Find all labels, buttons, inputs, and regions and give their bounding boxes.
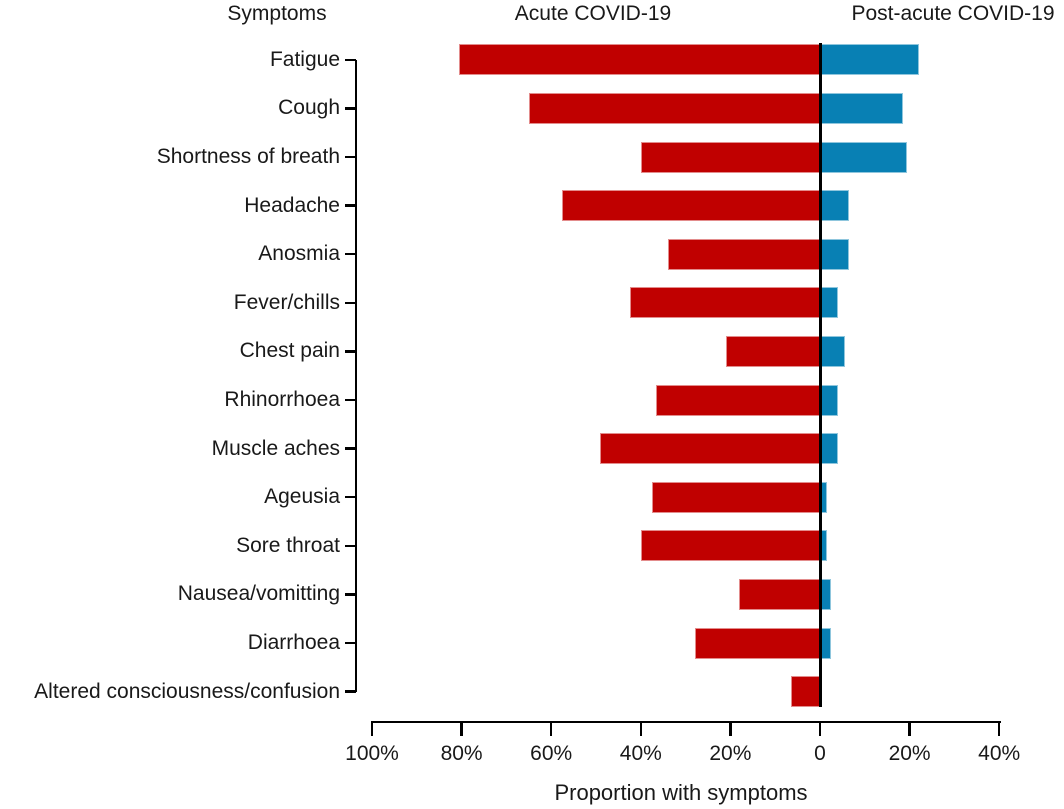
category-label: Chest pain bbox=[239, 339, 340, 363]
x-axis-tick bbox=[908, 720, 911, 736]
category-label: Ageusia bbox=[264, 485, 340, 509]
category-label: Fatigue bbox=[269, 47, 340, 71]
category-tick bbox=[345, 252, 356, 256]
category-tick bbox=[345, 593, 356, 596]
zero-line bbox=[818, 43, 822, 707]
bar-acute bbox=[790, 676, 820, 708]
bar-acute bbox=[459, 44, 820, 76]
bar-acute bbox=[739, 578, 820, 610]
category-label: Muscle aches bbox=[211, 436, 340, 460]
x-axis-tick bbox=[549, 720, 553, 736]
bar-acute bbox=[652, 481, 820, 513]
category-label: Nausea/vomitting bbox=[177, 582, 340, 606]
category-label: Shortness of breath bbox=[156, 145, 340, 168]
bar-post-acute bbox=[820, 627, 832, 659]
x-axis-tick bbox=[997, 720, 1001, 736]
x-axis-tick bbox=[460, 720, 463, 736]
bar-acute bbox=[725, 335, 820, 367]
bar-acute bbox=[656, 384, 820, 416]
bar-post-acute bbox=[820, 44, 919, 76]
x-axis-tick-label: 80% bbox=[440, 742, 483, 765]
category-tick bbox=[345, 495, 356, 499]
column-header-symptoms: Symptoms bbox=[227, 2, 327, 25]
category-tick bbox=[345, 350, 356, 353]
category-tick bbox=[345, 641, 356, 645]
bar-acute bbox=[667, 238, 820, 270]
category-label: Sore throat bbox=[236, 533, 340, 557]
x-axis-tick-label: 40% bbox=[978, 742, 1021, 765]
x-axis-tick-label: 0 bbox=[814, 742, 826, 765]
category-label: Altered consciousness/confusion bbox=[34, 679, 340, 703]
bar-acute bbox=[694, 627, 820, 659]
bar-acute bbox=[528, 92, 820, 124]
bar-acute bbox=[629, 287, 820, 319]
column-header-acute: Acute COVID-19 bbox=[514, 2, 672, 25]
bar-acute bbox=[600, 433, 820, 465]
category-tick bbox=[345, 544, 356, 548]
bar-post-acute bbox=[820, 287, 838, 319]
x-axis-tick bbox=[370, 720, 374, 736]
category-tick bbox=[345, 301, 356, 305]
x-axis-tick-label: 20% bbox=[888, 742, 931, 765]
category-label: Cough bbox=[278, 96, 340, 120]
category-label: Fever/chills bbox=[233, 290, 340, 314]
category-tick bbox=[345, 204, 356, 207]
category-tick bbox=[345, 58, 356, 62]
category-tick bbox=[345, 447, 356, 450]
x-axis-tick bbox=[639, 720, 643, 736]
category-tick bbox=[345, 690, 356, 693]
bar-post-acute bbox=[820, 578, 832, 610]
bar-post-acute bbox=[820, 335, 845, 367]
category-label: Headache bbox=[244, 193, 340, 217]
bar-post-acute bbox=[820, 384, 838, 416]
column-header-post-acute: Post-acute COVID-19 bbox=[851, 2, 1055, 25]
category-tick bbox=[345, 155, 356, 159]
x-axis-tick bbox=[818, 720, 822, 736]
x-axis-tick-label: 60% bbox=[530, 742, 573, 765]
category-axis-line bbox=[354, 59, 358, 692]
bar-post-acute bbox=[820, 238, 850, 270]
bar-acute bbox=[640, 141, 820, 173]
x-axis-tick bbox=[729, 720, 732, 736]
category-tick bbox=[345, 398, 356, 402]
category-label: Rhinorrhoea bbox=[224, 388, 340, 411]
bar-post-acute bbox=[820, 141, 908, 173]
bar-post-acute bbox=[820, 92, 903, 124]
x-axis-title: Proportion with symptoms bbox=[554, 780, 808, 805]
bar-post-acute bbox=[820, 190, 850, 222]
bar-acute bbox=[562, 190, 820, 222]
bar-acute bbox=[640, 530, 820, 562]
bar-post-acute bbox=[820, 433, 838, 465]
x-axis-tick-label: 20% bbox=[709, 742, 752, 765]
category-tick bbox=[345, 107, 356, 110]
category-label: Anosmia bbox=[258, 242, 340, 266]
x-axis-tick-label: 100% bbox=[345, 742, 399, 765]
category-label: Diarrhoea bbox=[247, 631, 340, 654]
x-axis-line bbox=[370, 720, 1001, 723]
x-axis-tick-label: 40% bbox=[619, 742, 662, 765]
